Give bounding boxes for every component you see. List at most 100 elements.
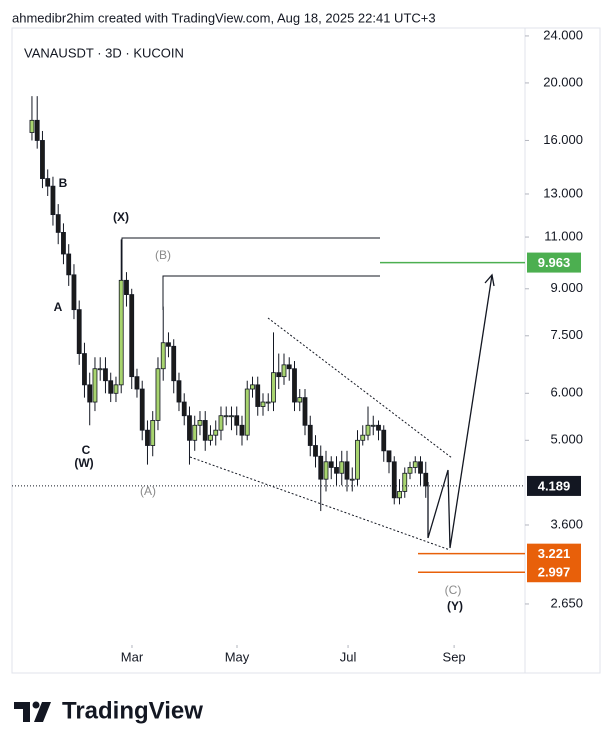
candle-body (50, 185, 56, 216)
candle-body (181, 401, 187, 417)
candle-body (40, 140, 45, 179)
candle-body (124, 279, 129, 295)
symbol-title: VANAUSDT · 3D · KUCOIN (24, 45, 184, 60)
candle-body (276, 372, 282, 378)
y-tick-label: 9.000 (550, 280, 583, 295)
candle-body (349, 478, 355, 481)
candle-body (281, 364, 287, 378)
candle-body (208, 434, 213, 441)
chart-frame (11, 27, 601, 674)
candle-body (113, 384, 119, 394)
candle-body (150, 420, 156, 446)
x-tick-label: Sep (443, 649, 466, 664)
candle-body (376, 424, 381, 431)
candle-body (344, 461, 350, 480)
y-tick-label: 7.500 (550, 327, 583, 342)
price-label: 4.189 (538, 478, 571, 493)
candle-body (250, 384, 255, 390)
header: ahmedibr2him created with TradingView.co… (12, 10, 436, 25)
y-tick-label: 2.650 (550, 595, 583, 610)
wave-label: (C) (445, 583, 462, 597)
candle-body (423, 472, 429, 487)
candle-body (192, 424, 198, 441)
candle-body (82, 353, 87, 386)
x-tick-label: Jul (340, 649, 357, 664)
candle-body (402, 472, 408, 492)
candle-body (334, 467, 339, 474)
candle-body (92, 368, 98, 403)
candle-body (34, 119, 40, 141)
y-tick-label: 20.000 (543, 74, 583, 89)
brand-name: TradingView (62, 697, 203, 724)
candle-body (29, 119, 35, 133)
y-tick-label: 6.000 (550, 385, 583, 400)
candle-body (407, 467, 413, 474)
x-tick-label: May (225, 649, 250, 664)
candle-body (355, 439, 360, 480)
y-tick-label: 3.600 (550, 516, 583, 531)
candle-body (239, 424, 245, 436)
candle-body (97, 368, 103, 371)
candle-body (339, 461, 345, 474)
wave-label: (X) (113, 210, 129, 224)
candle-body (244, 388, 250, 436)
candle-body (260, 401, 266, 407)
candle-body (292, 368, 297, 403)
candle-body (307, 424, 313, 446)
candle-body (61, 232, 66, 255)
candle-body (55, 214, 61, 233)
candle-body (297, 397, 303, 403)
candle-body (213, 429, 219, 436)
candle-body (234, 415, 240, 426)
candle-body (318, 455, 324, 480)
candle-body (302, 397, 308, 426)
brand-logo (14, 701, 51, 722)
candle-body (218, 415, 224, 431)
candle-body (160, 342, 166, 370)
wedge-upper (267, 317, 453, 459)
candle-body (187, 415, 192, 441)
candle-body (197, 420, 203, 426)
y-tick-label: 11.000 (544, 228, 583, 243)
candle-body (103, 368, 108, 382)
candle-body (271, 372, 276, 403)
candle-body (255, 384, 261, 407)
candle-body (265, 401, 271, 404)
y-tick-label: 16.000 (543, 132, 583, 147)
price-label: 2.997 (538, 565, 571, 580)
candle-body (370, 424, 376, 427)
price-label-box (527, 475, 581, 496)
candle-body (365, 424, 371, 436)
candle-body (108, 380, 114, 394)
candle-body (381, 429, 387, 452)
candle-body (71, 274, 77, 311)
candle-body (328, 461, 334, 468)
level-line-x (121, 237, 380, 280)
wave-label: B (59, 176, 68, 190)
candle-body (397, 491, 402, 499)
candle-body (229, 415, 234, 418)
candle-body (313, 445, 318, 457)
y-tick-label: 24.000 (543, 27, 583, 42)
candle-body (134, 376, 140, 390)
price-label: 9.963 (538, 255, 571, 270)
candle-body (66, 253, 72, 276)
candle-body (412, 461, 418, 468)
candle-body (176, 380, 182, 403)
wave-label: (B) (155, 248, 171, 262)
candle-body (76, 309, 82, 354)
projection-arrowhead (484, 273, 495, 287)
y-tick-label: 5.000 (550, 432, 583, 447)
projection-path (427, 274, 493, 549)
candle-body (129, 294, 135, 378)
candle-body (418, 461, 423, 474)
wave-label: (W) (74, 456, 93, 470)
candle-body (145, 429, 150, 446)
x-tick-label: Mar (121, 649, 144, 664)
candle-body (286, 364, 292, 370)
candle-body (139, 388, 145, 431)
level-line-b (162, 275, 380, 310)
price-label-box (527, 252, 581, 273)
